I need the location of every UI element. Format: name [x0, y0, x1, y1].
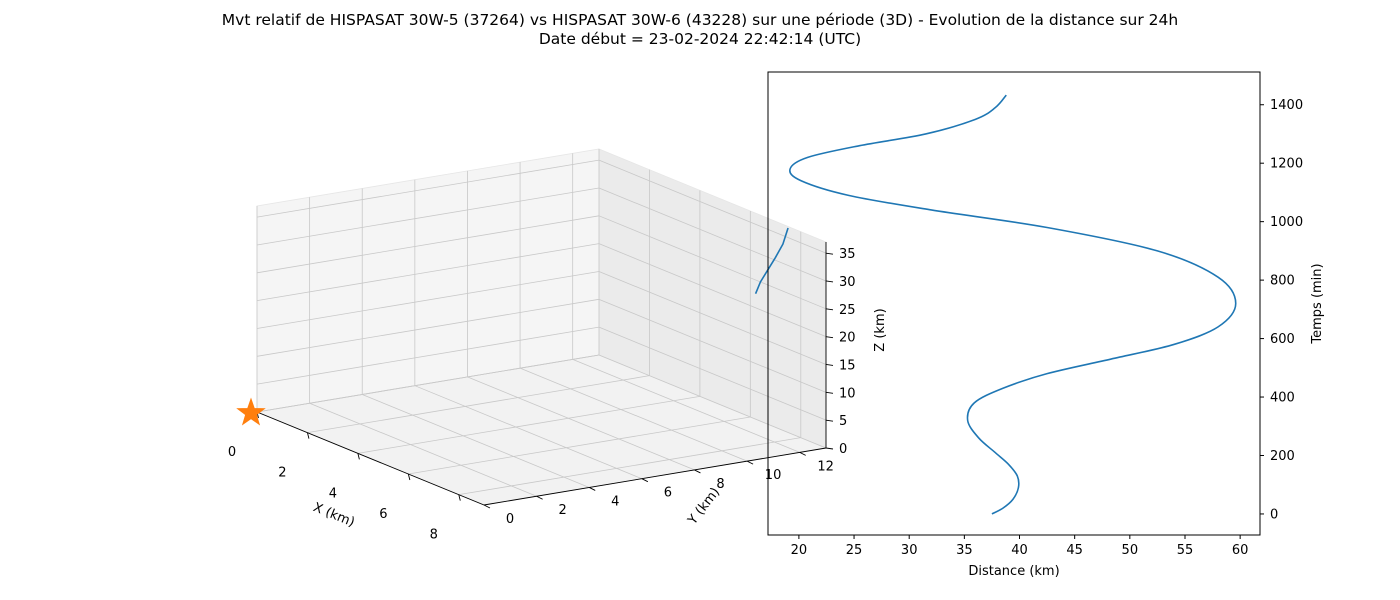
x-tick-label: 0 [228, 445, 236, 460]
x-tick-label: 8 [430, 528, 438, 543]
y-tick [483, 504, 491, 509]
y-tick [536, 495, 543, 500]
grid-line-z [598, 271, 827, 365]
x-tick-label: 6 [379, 507, 387, 522]
grid-line-z [598, 159, 827, 254]
z-tick [825, 391, 834, 394]
grid-line-x [458, 437, 801, 496]
y-tick-label: 0 [1270, 507, 1278, 522]
grid-line-z [598, 215, 827, 310]
z-tick [825, 419, 834, 422]
y-tick-label: 800 [1270, 274, 1295, 289]
grid-line-x [307, 375, 650, 434]
x-tick-label: 35 [956, 543, 973, 558]
z-tick [825, 447, 834, 450]
x-tick-label: 2 [278, 466, 286, 481]
grid-line-y [414, 385, 642, 480]
z-tick [825, 336, 834, 339]
grid-line-z [256, 271, 600, 329]
z-tick [825, 308, 834, 311]
y-tick [641, 478, 649, 483]
y-tick [694, 469, 701, 474]
x-axis-line [256, 411, 485, 506]
grid-line-x [408, 416, 751, 475]
grid-line-z [256, 326, 600, 385]
y-tick [589, 487, 596, 491]
z-tick-label: 15 [839, 358, 856, 373]
x-tick-label: 30 [901, 543, 918, 558]
z-tick-label: 0 [839, 442, 847, 457]
x-tick-label: 55 [1177, 543, 1194, 558]
x-tick-label: 4 [329, 486, 337, 501]
grid-line-y [362, 394, 590, 488]
grid-line-z [598, 187, 827, 282]
grid-line-z [598, 298, 827, 393]
y-tick-label: 8 [716, 477, 724, 492]
y-tick-label: 2 [558, 503, 566, 518]
z-tick [825, 364, 834, 366]
z-tick-label: 35 [839, 247, 856, 262]
x-tick [307, 432, 310, 439]
x-tick-label: 20 [791, 543, 808, 558]
z-axis-label: Z (km) [873, 308, 888, 351]
y-tick-label: 10 [765, 468, 782, 483]
z-tick-label: 25 [839, 303, 856, 318]
trajectory-series-line [754, 227, 789, 294]
x-axis-label: Distance (km) [968, 564, 1059, 579]
grid-line-z [256, 298, 600, 357]
z-tick-label: 10 [839, 386, 856, 401]
y-tick-label: 1400 [1270, 98, 1303, 113]
y-tick-label: 0 [506, 512, 514, 527]
y-tick-label: 12 [817, 459, 834, 474]
y-axis-line [483, 447, 827, 506]
x-tick-label: 25 [846, 543, 863, 558]
grid-line-z [598, 354, 827, 449]
plot3d-axes: 0 2 4 6 8 0 2 4 6 8 10 12 0 5 10 15 20 25 30 35 X (km) Y (km)… [228, 148, 888, 543]
figure-title-line1: Mvt relatif de HISPASAT 30W-5 (37264) vs… [222, 11, 1178, 29]
grid-line-y [519, 367, 748, 462]
x-tick [407, 473, 411, 481]
distance-series-line [789, 94, 1237, 515]
z-tick-label: 5 [839, 414, 847, 429]
x-tick-label: 60 [1232, 543, 1249, 558]
grid-line-z [598, 243, 827, 338]
grid-line-z [256, 215, 600, 274]
y-tick-label: 4 [611, 494, 619, 509]
grid-line-y [309, 402, 537, 497]
z-tick [825, 252, 834, 255]
plot-frame [767, 71, 1261, 536]
distance-time-axes: 20 25 30 35 40 45 50 55 600200400600800100012001… [767, 71, 1325, 579]
origin-star-marker [236, 397, 266, 426]
x-tick-label: 50 [1122, 543, 1139, 558]
grid-line-z [256, 187, 600, 246]
z-tick-label: 30 [839, 275, 856, 290]
grid-line-x [357, 395, 700, 454]
x-tick-label: 40 [1011, 543, 1028, 558]
x-tick [357, 453, 360, 460]
x-axis-label: X (km) [311, 500, 357, 530]
y-tick-label: 6 [664, 486, 672, 501]
grid-line-y [467, 376, 695, 471]
y-axis-label: Temps (min) [1310, 263, 1325, 344]
y-tick-label: 1200 [1270, 157, 1303, 172]
grid-line-z [256, 354, 600, 413]
y-tick-label: 400 [1270, 391, 1295, 406]
x-tick-label: 45 [1066, 543, 1083, 558]
grid-line-z [256, 243, 600, 302]
figure-title-line2: Date début = 23-02-2024 22:42:14 (UTC) [539, 30, 861, 48]
y-tick [746, 460, 754, 465]
z-tick [825, 280, 834, 283]
y-tick-label: 200 [1270, 449, 1295, 464]
y-tick-label: 600 [1270, 332, 1295, 347]
z-tick-label: 20 [839, 331, 856, 346]
grid-line-z [256, 159, 600, 218]
x-tick [458, 494, 461, 501]
grid-line-y [572, 359, 800, 453]
y-tick-label: 1000 [1270, 215, 1303, 230]
y-axis-label: Y (km) [685, 485, 724, 528]
y-tick [799, 451, 806, 456]
grid-line-z [598, 326, 827, 421]
